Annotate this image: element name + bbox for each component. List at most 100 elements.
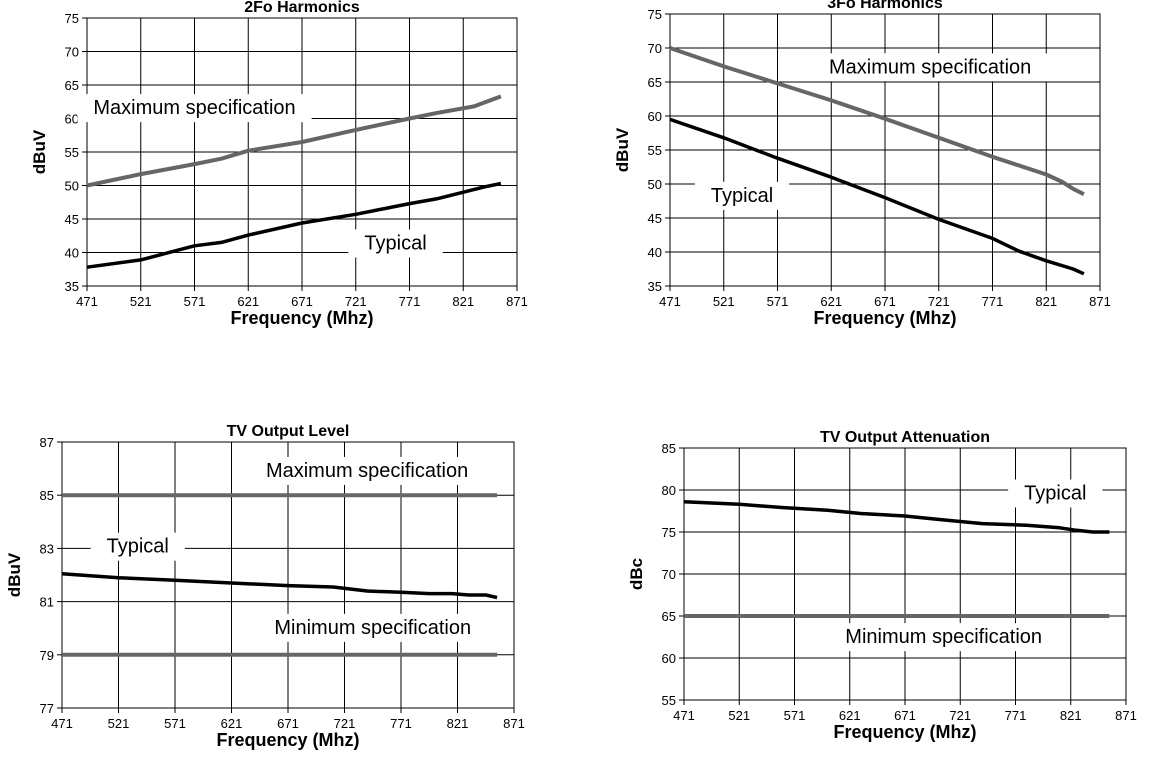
x-tick-label: 671 — [291, 294, 313, 309]
x-tick-label: 621 — [820, 294, 842, 309]
x-tick-label: 521 — [713, 294, 735, 309]
x-tick-label: 721 — [928, 294, 950, 309]
series-line-typical — [61, 571, 498, 600]
y-tick-label: 55 — [648, 143, 662, 158]
series-line-maximum-specification — [669, 46, 1085, 196]
x-tick-label: 721 — [334, 716, 356, 731]
annotation-background — [77, 94, 312, 123]
x-tick-label: 671 — [894, 708, 916, 723]
annotation-background — [348, 229, 443, 258]
y-tick-label: 65 — [65, 78, 79, 93]
chart-2fo-harmonics: 2Fo Harmonics Frequency (Mhz) dBuV 35 40 4… — [30, 0, 528, 328]
y-tick-label: 50 — [65, 179, 79, 194]
y-tick-label: 75 — [65, 11, 79, 26]
x-tick-label: 821 — [452, 294, 474, 309]
annotation-background — [829, 623, 1059, 652]
annotation-label: Maximum specification — [266, 460, 468, 482]
x-tick-label: 721 — [345, 294, 367, 309]
y-tick-label: 35 — [648, 279, 662, 294]
x-axis-label: Frequency (Mhz) — [230, 308, 373, 328]
x-tick-label: 771 — [390, 716, 412, 731]
annotation-background — [1008, 479, 1103, 508]
y-axis-label: dBuV — [30, 129, 49, 174]
x-tick-label: 771 — [399, 294, 421, 309]
y-tick-label: 45 — [648, 211, 662, 226]
y-tick-label: 50 — [648, 177, 662, 192]
annotation: Minimum specification — [829, 623, 1059, 652]
x-axis-label: Frequency (Mhz) — [833, 722, 976, 742]
x-tick-label: 721 — [949, 708, 971, 723]
annotation-background — [249, 456, 485, 485]
y-tick-label: 81 — [40, 595, 54, 610]
x-tick-label: 671 — [874, 294, 896, 309]
chart-title: TV Output Level — [227, 423, 350, 440]
annotation: Minimum specification — [258, 613, 488, 642]
chart-title: TV Output Attenuation — [820, 429, 990, 446]
series-line-maximum-specification — [86, 94, 502, 188]
x-tick-label: 771 — [982, 294, 1004, 309]
y-tick-label: 60 — [662, 651, 676, 666]
y-tick-label: 55 — [662, 693, 676, 708]
annotation-background — [90, 532, 185, 561]
annotation: Typical — [348, 229, 443, 258]
chart-tv-output-level: TV Output Level Frequency (Mhz) dBuV 77 7… — [5, 423, 525, 750]
annotation-label: Minimum specification — [845, 626, 1042, 648]
x-tick-label: 821 — [1060, 708, 1082, 723]
annotation: Typical — [90, 532, 185, 561]
x-tick-label: 521 — [108, 716, 130, 731]
annotation-label: Typical — [711, 185, 773, 207]
x-axis-label: Frequency (Mhz) — [813, 308, 956, 328]
annotation-label: Maximum specification — [93, 97, 295, 119]
y-axis-label: dBc — [627, 558, 646, 590]
y-tick-label: 85 — [40, 488, 54, 503]
y-tick-label: 80 — [662, 483, 676, 498]
x-tick-label: 871 — [1115, 708, 1137, 723]
y-tick-label: 87 — [40, 435, 54, 450]
annotation: Maximum specification — [249, 456, 485, 485]
x-tick-label: 871 — [506, 294, 528, 309]
y-tick-label: 55 — [65, 145, 79, 160]
y-tick-label: 45 — [65, 212, 79, 227]
y-tick-label: 83 — [40, 541, 54, 556]
annotation-background — [694, 181, 790, 210]
y-tick-label: 60 — [648, 109, 662, 124]
y-axis-label: dBuV — [5, 552, 24, 597]
y-tick-label: 70 — [65, 45, 79, 60]
x-tick-label: 621 — [839, 708, 861, 723]
gridlines — [86, 17, 518, 287]
x-tick-label: 471 — [76, 294, 98, 309]
y-tick-label: 77 — [40, 701, 54, 716]
x-tick-label: 771 — [1005, 708, 1027, 723]
chart-3fo-harmonics: 3Fo Harmonics Frequency (Mhz) dBuV 35 40 4… — [613, 0, 1111, 328]
x-tick-label: 671 — [277, 716, 299, 731]
y-tick-label: 60 — [65, 112, 79, 127]
y-tick-label: 35 — [65, 279, 79, 294]
x-tick-label: 821 — [1035, 294, 1057, 309]
series-line-typical — [669, 117, 1085, 276]
x-tick-label: 471 — [51, 716, 73, 731]
y-tick-label: 70 — [662, 567, 676, 582]
annotation-background — [258, 613, 488, 642]
annotation: Typical — [694, 181, 790, 210]
y-tick-label: 40 — [648, 245, 662, 260]
y-tick-label: 85 — [662, 441, 676, 456]
x-tick-label: 571 — [164, 716, 186, 731]
x-tick-label: 521 — [728, 708, 750, 723]
annotation: Maximum specification — [813, 53, 1048, 82]
annotation: Typical — [1008, 479, 1103, 508]
x-tick-label: 621 — [221, 716, 243, 731]
x-tick-label: 571 — [184, 294, 206, 309]
annotation: Maximum specification — [77, 94, 312, 123]
x-tick-label: 871 — [1089, 294, 1111, 309]
x-axis-label: Frequency (Mhz) — [216, 730, 359, 750]
chart-tv-output-attenuation: TV Output Attenuation Frequency (Mhz) dB… — [627, 429, 1137, 742]
y-tick-label: 40 — [65, 246, 79, 261]
series-line-typical — [86, 181, 502, 269]
annotation-background — [813, 53, 1048, 82]
y-tick-label: 65 — [648, 75, 662, 90]
chart-title: 3Fo Harmonics — [827, 0, 943, 12]
annotation-label: Typical — [1024, 483, 1086, 505]
chart-title: 2Fo Harmonics — [244, 0, 360, 16]
y-tick-label: 75 — [662, 525, 676, 540]
